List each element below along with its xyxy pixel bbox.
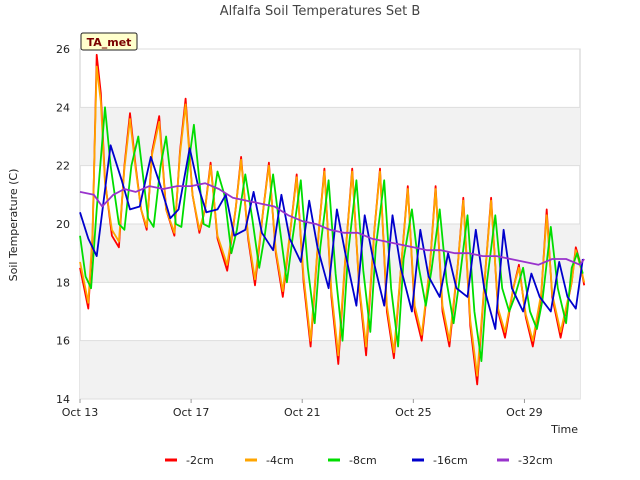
x-axis-ticks: Oct 13 Oct 17 Oct 21 Oct 25 Oct 29 bbox=[62, 399, 543, 419]
y-tick-label: 26 bbox=[56, 43, 70, 56]
x-axis-label: Time bbox=[550, 423, 578, 436]
x-tick-label: Oct 29 bbox=[506, 406, 543, 419]
site-tag: TA_met bbox=[80, 32, 138, 51]
x-tick-label: Oct 21 bbox=[284, 406, 321, 419]
chart-title: Alfalfa Soil Temperatures Set B bbox=[220, 4, 421, 19]
legend-label: -4cm bbox=[266, 454, 294, 467]
grid-band bbox=[80, 340, 580, 399]
legend: -2cm -4cm -8cm -16cm -32cm bbox=[165, 454, 553, 467]
legend-label: -16cm bbox=[433, 454, 468, 467]
series-line-minus-16cm bbox=[79, 144, 584, 330]
y-axis-label: Soil Temperature (C) bbox=[7, 169, 20, 282]
y-axis-ticks: 14 16 18 20 22 24 26 bbox=[56, 43, 70, 406]
site-tag-box bbox=[80, 32, 138, 51]
x-tick-label: Oct 17 bbox=[173, 406, 210, 419]
series-line-minus-8cm bbox=[79, 106, 584, 362]
y-tick-label: 14 bbox=[56, 393, 70, 406]
x-tick-label: Oct 13 bbox=[62, 406, 99, 419]
x-tick-label: Oct 25 bbox=[395, 406, 432, 419]
series-lines bbox=[79, 53, 586, 386]
series-line-minus-32cm bbox=[79, 182, 585, 266]
legend-label: -2cm bbox=[186, 454, 214, 467]
legend-label: -8cm bbox=[349, 454, 377, 467]
site-tag-label: TA_met bbox=[87, 36, 132, 49]
y-tick-label: 22 bbox=[56, 160, 70, 173]
legend-label: -32cm bbox=[518, 454, 553, 467]
y-tick-label: 24 bbox=[56, 101, 70, 114]
series-line-minus-4cm bbox=[79, 65, 586, 377]
y-tick-label: 20 bbox=[56, 218, 70, 231]
y-tick-label: 16 bbox=[56, 335, 70, 348]
y-tick-label: 18 bbox=[56, 276, 70, 289]
